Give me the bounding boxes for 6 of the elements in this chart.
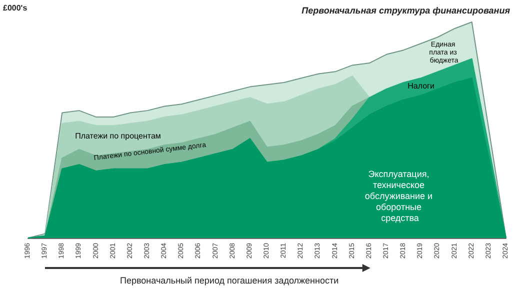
series-label: Эксплуатация, техническое обслуживание и оборотные средства [364, 169, 436, 223]
chart-title: Первоначальная структура финансирования [302, 6, 511, 16]
series-label: Платежи по процентам [75, 132, 161, 140]
series-label: Налоги [408, 82, 434, 90]
text: Первоначальный период погашения задолженности [120, 276, 339, 286]
y-axis-title: £000's [3, 4, 28, 12]
